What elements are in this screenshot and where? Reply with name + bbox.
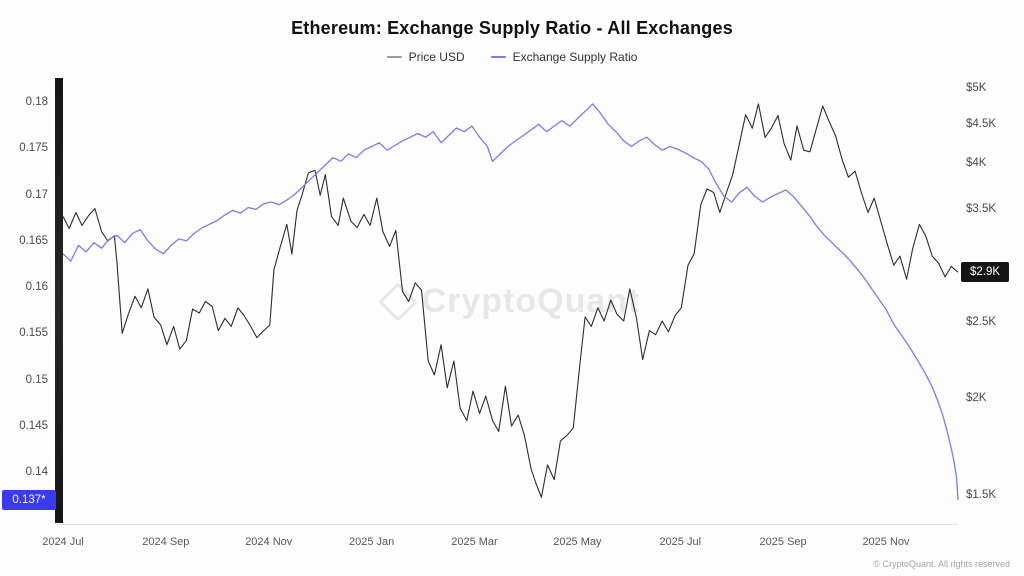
watermark-text: CryptoQuant (421, 282, 641, 320)
y-left-tick-label: 0.17 (25, 188, 48, 201)
y-axis-bar (55, 78, 63, 523)
legend-item-exchange-supply-ratio[interactable]: Exchange Supply Ratio (490, 50, 638, 64)
legend: Price USD Exchange Supply Ratio (0, 50, 1024, 64)
y-left-tick-label: 0.18 (25, 96, 48, 109)
x-tick-label: 2025 Jan (348, 536, 395, 548)
legend-item-price[interactable]: Price USD (386, 50, 465, 64)
x-tick-label: 2024 Nov (245, 536, 293, 548)
y-left-tick-label: 0.15 (25, 373, 48, 386)
y-left-tick-label: 0.155 (19, 327, 48, 340)
x-tick-label: 2025 May (553, 536, 602, 548)
x-tick-label: 2025 Mar (451, 536, 498, 548)
last-value-badge-ratio: 0.137* (2, 489, 56, 510)
y-right-tick-label: $4.5K (966, 117, 997, 130)
y-left-tick-label: 0.175 (19, 142, 48, 155)
exchange-supply-ratio-line (62, 103, 959, 500)
price-usd-line (62, 103, 959, 498)
y-right-tick-label: $5K (966, 81, 987, 94)
y-left-tick-label: 0.165 (19, 234, 48, 247)
y-left-tick-label: 0.145 (19, 419, 48, 432)
y-left-tick-label: 0.16 (25, 281, 48, 294)
y-right-tick-label: $2K (966, 391, 987, 404)
watermark: CryptoQuant (0, 281, 1024, 322)
y-right-tick-label: $4K (966, 157, 987, 170)
legend-label-price: Price USD (408, 50, 465, 64)
y-right-tick-label: $2.5K (966, 316, 997, 329)
legend-label-exchange-supply-ratio: Exchange Supply Ratio (512, 50, 638, 64)
x-tick-label: 2024 Jul (42, 536, 84, 548)
x-tick-label: 2024 Sep (142, 536, 190, 548)
chart-title: Ethereum: Exchange Supply Ratio - All Ex… (291, 18, 733, 38)
x-tick-label: 2025 Nov (862, 536, 910, 548)
y-left-tick-label: 0.14 (25, 466, 48, 479)
y-right-tick-label: $3.5K (966, 202, 997, 215)
x-tick-label: 2025 Jul (659, 536, 702, 548)
copyright-notice: © CryptoQuant. All rights reserved (873, 559, 1010, 569)
x-axis-line (55, 524, 958, 525)
price-line-swatch-icon (386, 56, 402, 58)
x-tick-label: 2025 Sep (759, 536, 807, 548)
y-right-tick-label: $1.5K (966, 489, 997, 502)
ratio-line-swatch-icon (490, 56, 506, 58)
last-value-badge-price: $2.9K (961, 262, 1009, 283)
cryptoquant-logo-icon (377, 281, 418, 322)
